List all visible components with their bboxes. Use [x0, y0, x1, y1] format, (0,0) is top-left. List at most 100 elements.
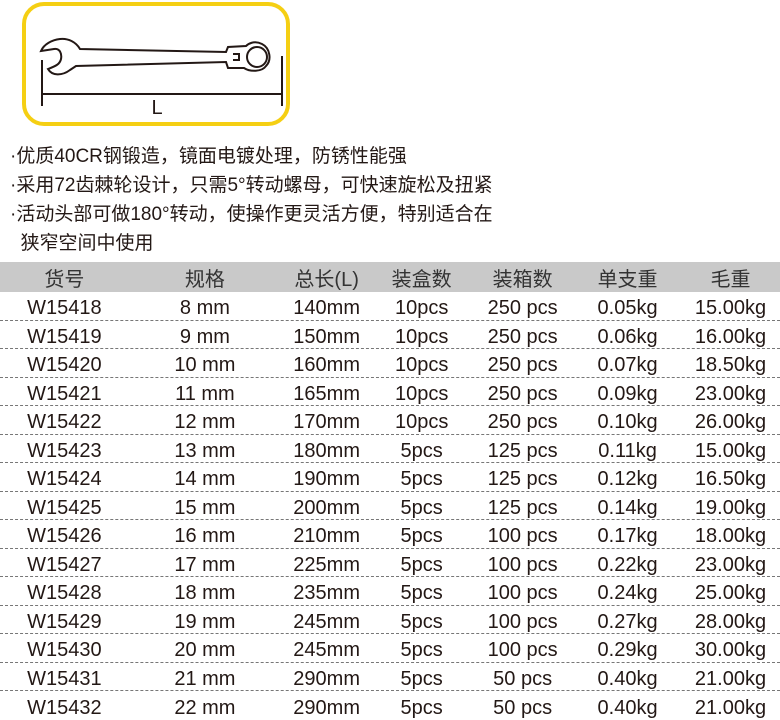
- table-cell: 19 mm: [174, 610, 236, 633]
- table-cell: 21 mm: [174, 667, 236, 690]
- table-cell: 10pcs: [394, 325, 449, 348]
- table-cell: 21.00kg: [694, 667, 767, 690]
- table-cell: 0.12kg: [597, 468, 658, 491]
- table-cell: 245mm: [293, 639, 360, 662]
- table-cell: 200mm: [293, 496, 360, 519]
- feature-item: ·活动头部可做180°转动，使操作更灵活方便，特别适合在: [10, 204, 493, 225]
- table-cell: 10pcs: [394, 297, 449, 320]
- table-row: W15428 18 mm 235mm 5pcs 100 pcs 0.24kg 25.00kg: [0, 577, 780, 606]
- table-cell: 16.50kg: [694, 468, 767, 491]
- table-cell: 125 pcs: [487, 496, 558, 519]
- table-cell: 19.00kg: [694, 496, 767, 519]
- header-cell: 货号: [44, 268, 85, 291]
- table-cell: 0.22kg: [597, 553, 658, 576]
- table-cell: 180mm: [293, 439, 360, 462]
- table-cell: 50 pcs: [493, 667, 553, 690]
- table-cell: W15422: [27, 411, 102, 434]
- table-cell: 5pcs: [400, 468, 443, 491]
- table-cell: W15429: [27, 610, 102, 633]
- table-cell: 0.14kg: [597, 496, 658, 519]
- table-cell: 225mm: [293, 553, 360, 576]
- table-row: W15430 20 mm 245mm 5pcs 100 pcs 0.29kg 30.00kg: [0, 634, 780, 663]
- table-cell: 0.07kg: [597, 354, 658, 377]
- table-cell: 13 mm: [174, 439, 236, 462]
- table-cell: W15432: [27, 696, 102, 719]
- table-cell: 0.06kg: [597, 325, 658, 348]
- table-cell: 0.40kg: [597, 667, 658, 690]
- table-cell: 23.00kg: [694, 553, 767, 576]
- table-cell: 100 pcs: [487, 553, 558, 576]
- table-cell: 50 pcs: [493, 696, 553, 719]
- table-cell: W15424: [27, 468, 102, 491]
- table-cell: 5pcs: [400, 439, 443, 462]
- table-row: W15421 11 mm 165mm 10pcs 250 pcs 0.09kg 23.00k…: [0, 378, 780, 406]
- table-row: W15425 15 mm 200mm 5pcs 125 pcs 0.14kg 19.00kg: [0, 492, 780, 520]
- table-cell: 0.09kg: [597, 382, 658, 405]
- table-row: W15427 17 mm 225mm 5pcs 100 pcs 0.22kg 23.00kg: [0, 549, 780, 577]
- table-cell: 8 mm: [179, 297, 230, 320]
- table-cell: 210mm: [293, 525, 360, 548]
- table-cell: 10pcs: [394, 411, 449, 434]
- table-cell: 14 mm: [174, 468, 236, 491]
- header-cell: 单支重: [597, 268, 658, 291]
- table-cell: 100 pcs: [487, 525, 558, 548]
- header-cell: 毛重: [710, 268, 751, 291]
- dimension-label: L: [151, 97, 162, 119]
- table-cell: 290mm: [293, 667, 360, 690]
- table-cell: W15421: [27, 382, 102, 405]
- table-cell: 18 mm: [174, 582, 236, 605]
- table-cell: 235mm: [293, 582, 360, 605]
- table-row: W15418 8 mm 140mm 10pcs 250 pcs 0.05kg 15.00kg: [0, 292, 780, 321]
- table-cell: 165mm: [293, 382, 360, 405]
- table-cell: 140mm: [293, 297, 360, 320]
- wrench-diagram: L: [22, 2, 290, 126]
- table-cell: 21.00kg: [694, 696, 767, 719]
- table-cell: 30.00kg: [694, 639, 767, 662]
- table-cell: 5pcs: [400, 610, 443, 633]
- table-cell: W15428: [27, 582, 102, 605]
- table-cell: 18.00kg: [694, 525, 767, 548]
- table-cell: 250 pcs: [487, 297, 558, 320]
- feature-list: ·优质40CR钢锻造，镜面电镀处理，防锈性能强 ·采用72齿棘轮设计，只需5°转…: [10, 142, 493, 258]
- table-cell: 10pcs: [394, 354, 449, 377]
- table-cell: 15 mm: [174, 496, 236, 519]
- table-cell: 0.10kg: [597, 411, 658, 434]
- table-cell: W15418: [27, 297, 102, 320]
- table-cell: 0.11kg: [598, 439, 657, 462]
- table-cell: 100 pcs: [487, 610, 558, 633]
- table-cell: 0.05kg: [597, 297, 658, 320]
- table-cell: 5pcs: [400, 639, 443, 662]
- table-cell: W15427: [27, 553, 102, 576]
- table-cell: 9 mm: [179, 325, 230, 348]
- spec-table: 货号 规格 总长(L) 装盒数 装箱数 单支重 毛重 W15418 8 mm 140…: [0, 262, 780, 720]
- table-cell: 160mm: [293, 354, 360, 377]
- table-cell: 250 pcs: [487, 354, 558, 377]
- table-cell: 20 mm: [174, 639, 236, 662]
- table-cell: 125 pcs: [487, 439, 558, 462]
- header-cell: 规格: [184, 268, 225, 291]
- table-cell: 12 mm: [174, 411, 236, 434]
- table-row: W15422 12 mm 170mm 10pcs 250 pcs 0.10kg 26.00k…: [0, 406, 780, 435]
- table-row: W15423 13 mm 180mm 5pcs 125 pcs 0.11kg 15.00kg: [0, 435, 780, 463]
- table-cell: 5pcs: [400, 696, 443, 719]
- table-header: 货号 规格 总长(L) 装盒数 装箱数 单支重 毛重: [0, 262, 780, 292]
- table-cell: 25.00kg: [694, 582, 767, 605]
- table-cell: 0.17kg: [597, 525, 658, 548]
- table-cell: 16 mm: [174, 525, 236, 548]
- table-cell: 150mm: [293, 325, 360, 348]
- table-cell: W15419: [27, 325, 102, 348]
- feature-item: 狭窄空间中使用: [10, 233, 154, 254]
- table-cell: 15.00kg: [694, 439, 767, 462]
- header-cell: 装盒数: [391, 268, 452, 291]
- table-cell: 0.27kg: [597, 610, 658, 633]
- table-row: W15431 21 mm 290mm 5pcs 50 pcs 0.40kg 21.00kg: [0, 663, 780, 691]
- table-cell: 0.29kg: [597, 639, 658, 662]
- table-row: W15432 22 mm 290mm 5pcs 50 pcs 0.40kg 21.00kg: [0, 691, 780, 720]
- table-cell: 22 mm: [174, 696, 236, 719]
- wrench-icon: L: [39, 37, 283, 119]
- table-cell: 0.40kg: [597, 696, 658, 719]
- table-cell: 5pcs: [400, 667, 443, 690]
- table-cell: 5pcs: [400, 582, 443, 605]
- table-row: W15429 19 mm 245mm 5pcs 100 pcs 0.27kg 28.00kg: [0, 606, 780, 634]
- table-cell: 245mm: [293, 610, 360, 633]
